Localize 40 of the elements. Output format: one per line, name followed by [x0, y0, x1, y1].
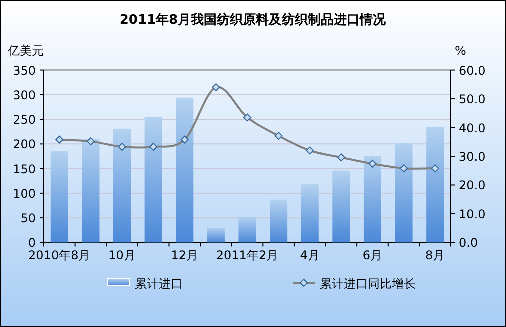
y-tick-label: 100 — [13, 186, 36, 201]
y2-tick-label: 60.0 — [459, 64, 486, 78]
y-tick-label: 250 — [13, 113, 36, 128]
bar — [114, 128, 132, 243]
y2-tick-label: 0.0 — [459, 236, 478, 250]
x-tick-label: 2011年2月 — [216, 248, 279, 263]
legend-label: 累计进口 — [135, 277, 183, 291]
y2-tick-label: 20.0 — [459, 178, 486, 193]
x-tick-label: 12月 — [171, 248, 199, 263]
x-tick-label: 2010年8月 — [28, 248, 91, 263]
bar — [332, 170, 350, 243]
y-axis-title: 亿美元 — [7, 44, 44, 58]
bar — [176, 98, 194, 243]
bar — [301, 184, 319, 243]
y-tick-label: 200 — [13, 138, 36, 152]
bar — [395, 143, 413, 243]
y2-tick-label: 40.0 — [459, 121, 486, 136]
bar — [82, 139, 100, 243]
x-tick-label: 8月 — [426, 248, 446, 263]
y-tick-label: 350 — [13, 64, 36, 78]
y-tick-label: 150 — [13, 162, 36, 176]
bar — [207, 228, 225, 243]
y2-axis-title: % — [455, 44, 466, 58]
bar — [144, 117, 162, 243]
x-tick-label: 6月 — [362, 248, 383, 263]
y-tick-label: 0 — [28, 236, 36, 250]
y2-tick-label: 30.0 — [459, 150, 486, 164]
bar — [426, 126, 444, 243]
x-tick-label: 10月 — [108, 248, 136, 263]
y2-tick-label: 50.0 — [459, 92, 486, 107]
chart-title: 2011年8月我国纺织原料及纺织制品进口情况 — [120, 12, 388, 28]
y-tick-label: 300 — [13, 88, 36, 102]
x-tick-label: 4月 — [300, 248, 320, 263]
bar — [270, 200, 288, 243]
bar — [364, 156, 382, 243]
y-tick-label: 50 — [20, 212, 36, 226]
bar — [238, 217, 256, 243]
legend-label: 累计进口同比增长 — [320, 277, 416, 291]
y2-tick-label: 10.0 — [459, 207, 486, 222]
bar — [50, 151, 68, 243]
